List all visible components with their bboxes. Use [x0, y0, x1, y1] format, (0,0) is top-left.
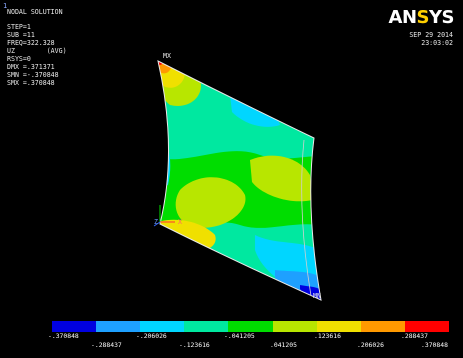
legend-color-segment-7	[316, 321, 361, 332]
axis-x-label: X	[178, 218, 182, 226]
legend-label-top-2: -.206026	[136, 332, 167, 340]
shell-outline	[157, 60, 322, 301]
ansys-logo: ANSYS	[388, 7, 455, 28]
legend-label-bottom-3: .041205	[270, 341, 297, 349]
min-marker-label: MN	[313, 292, 321, 300]
legend-label-top-5: .288437	[401, 332, 428, 340]
plot-title: NODAL SOLUTION	[7, 8, 63, 16]
legend-color-segment-5	[228, 321, 273, 332]
legend-label-bottom-4: .206026	[357, 341, 384, 349]
smn-line: SMN =-.370848	[7, 71, 59, 79]
contour-bands	[158, 61, 321, 300]
legend-color-segment-6	[272, 321, 317, 332]
legend-label-top-3: -.041205	[224, 332, 255, 340]
legend-label-bottom-1: -.288437	[91, 341, 122, 349]
smx-line: SMX =.370848	[7, 79, 55, 87]
time-stamp: 23:03:02	[421, 39, 453, 47]
legend-color-segment-9	[404, 321, 449, 332]
dmx-line: DMX =.371371	[7, 63, 55, 71]
axis-y-label: Y	[166, 197, 170, 205]
legend-label-top-4: .123616	[314, 332, 341, 340]
result-item-line: UZ (AVG)	[7, 47, 67, 55]
contour-legend-bar	[52, 321, 449, 332]
legend-color-segment-8	[360, 321, 405, 332]
legend-label-bottom-2: -.123616	[179, 341, 210, 349]
rsys-line: RSYS=0	[7, 55, 31, 63]
step-line: STEP=1	[7, 23, 31, 31]
legend-color-segment-1	[52, 321, 97, 332]
sub-line: SUB =11	[7, 31, 35, 39]
legend-label-bottom-5: .370848	[421, 341, 448, 349]
max-marker-label: MX	[163, 52, 171, 60]
z-axis-line	[153, 221, 161, 227]
shell-edge-line	[301, 139, 312, 297]
legend-color-segment-4	[184, 321, 229, 332]
freq-line: FREQ=322.328	[7, 39, 55, 47]
axis-z-label: Z	[154, 218, 158, 226]
legend-label-top-1: -.370848	[48, 332, 79, 340]
date-stamp: SEP 29 2014	[409, 31, 453, 39]
legend-color-segment-2	[96, 321, 141, 332]
window-number: 1	[3, 2, 8, 10]
legend-color-segment-3	[140, 321, 185, 332]
